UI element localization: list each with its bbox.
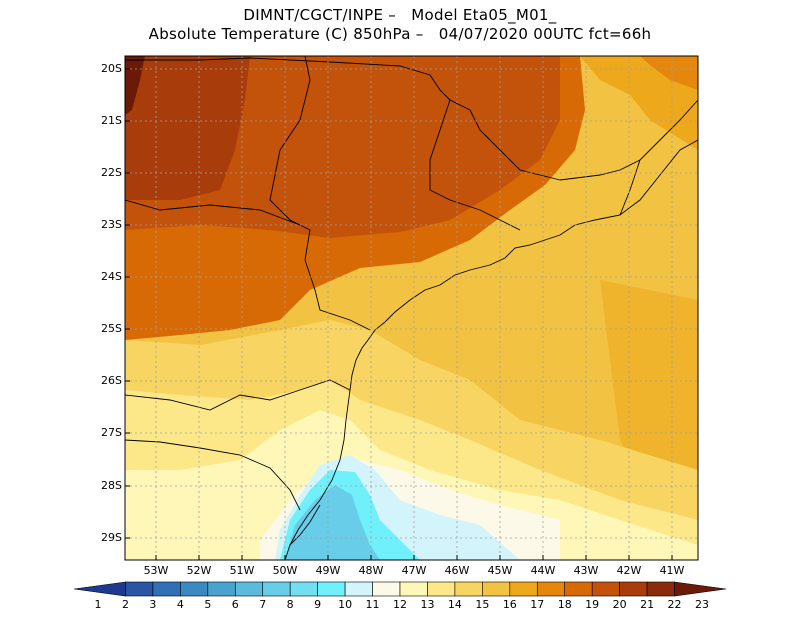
colorbar-tick-label: 20 [612,598,627,611]
colorbar-tick-label: 12 [393,598,407,611]
lat-label: 29S [101,531,122,544]
colorbar-swatch [317,581,346,597]
colorbar-swatch [262,581,291,597]
lon-label: 51W [229,564,255,577]
colorbar-swatch [234,581,264,597]
colorbar-swatch [399,581,428,597]
lon-label: 47W [401,564,427,577]
colorbar-tick-label: 17 [530,598,545,611]
colorbar-tick-label: 16 [502,598,517,611]
lat-label: 27S [101,426,122,439]
colorbar-tick-label: 9 [314,598,322,611]
colorbar-swatch [536,581,566,597]
colorbar-tick-label: 5 [204,598,212,611]
gridlines [125,56,698,560]
colorbar-swatch [372,581,401,597]
lon-label: 52W [186,564,212,577]
colorbar-tick-label: 3 [149,598,157,611]
lon-label: 43W [573,564,599,577]
colorbar-tick-label: 18 [557,598,572,611]
lon-label: 45W [487,564,513,577]
colorbar-swatch [207,581,236,597]
colorbar-swatch [344,581,373,597]
colorbar-tick-label: 2 [121,598,129,611]
colorbar [73,581,727,597]
colorbar-swatch [152,581,181,597]
colorbar-swatch [482,581,511,597]
colorbar-swatch [564,581,593,597]
colorbar-swatch [125,581,154,597]
colorbar-tick-label: 13 [420,598,435,611]
axis-ticks [125,68,673,560]
colorbar-swatch [73,581,126,597]
colorbar-tick-label: 11 [365,598,380,611]
lon-label: 42W [616,564,642,577]
map-title-line-2: Absolute Temperature (C) 850hPa – 04/07/… [148,25,652,43]
colorbar-swatch [289,581,318,597]
lon-label: 53W [143,564,169,577]
colorbar-tick-label: 4 [176,598,184,611]
lat-label: 26S [101,374,122,387]
colorbar-swatch [454,581,483,597]
lat-label: 20S [101,62,122,75]
colorbar-tick-label: 14 [447,598,462,611]
lat-label: 23S [101,218,122,231]
lon-label: 50W [272,564,298,577]
lat-label: 28S [101,479,122,492]
map-title-line-1: DIMNT/CGCT/INPE – Model Eta05_M01_ [243,6,557,24]
lon-label: 48W [358,564,384,577]
lon-label: 41W [659,564,685,577]
colorbar-swatch [180,581,209,597]
colorbar-tick-label: 19 [585,598,600,611]
colorbar-swatch [646,581,675,597]
temperature-field [125,56,698,560]
colorbar-swatch [619,581,648,597]
colorbar-tick-label: 23 [695,598,709,611]
lat-label: 25S [101,322,122,335]
lat-label: 21S [101,114,122,127]
lat-label: 22S [101,166,122,179]
lon-label: 44W [530,564,556,577]
plot-frame [124,55,699,561]
lat-label: 24S [101,270,122,283]
colorbar-tick-label: 7 [259,598,267,611]
colorbar-tick-label: 1 [94,598,102,611]
colorbar-tick-label: 22 [667,598,682,611]
colorbar-swatch [591,581,620,597]
colorbar-tick-label: 6 [231,598,239,611]
colorbar-swatch [509,581,538,597]
colorbar-tick-label: 8 [286,598,294,611]
colorbar-tick-label: 21 [640,598,655,611]
colorbar-tick-label: 10 [338,598,353,611]
colorbar-swatch [427,581,456,597]
lon-label: 46W [444,564,470,577]
colorbar-swatch [674,581,727,597]
colorbar-tick-label: 15 [475,598,490,611]
lon-label: 49W [315,564,341,577]
